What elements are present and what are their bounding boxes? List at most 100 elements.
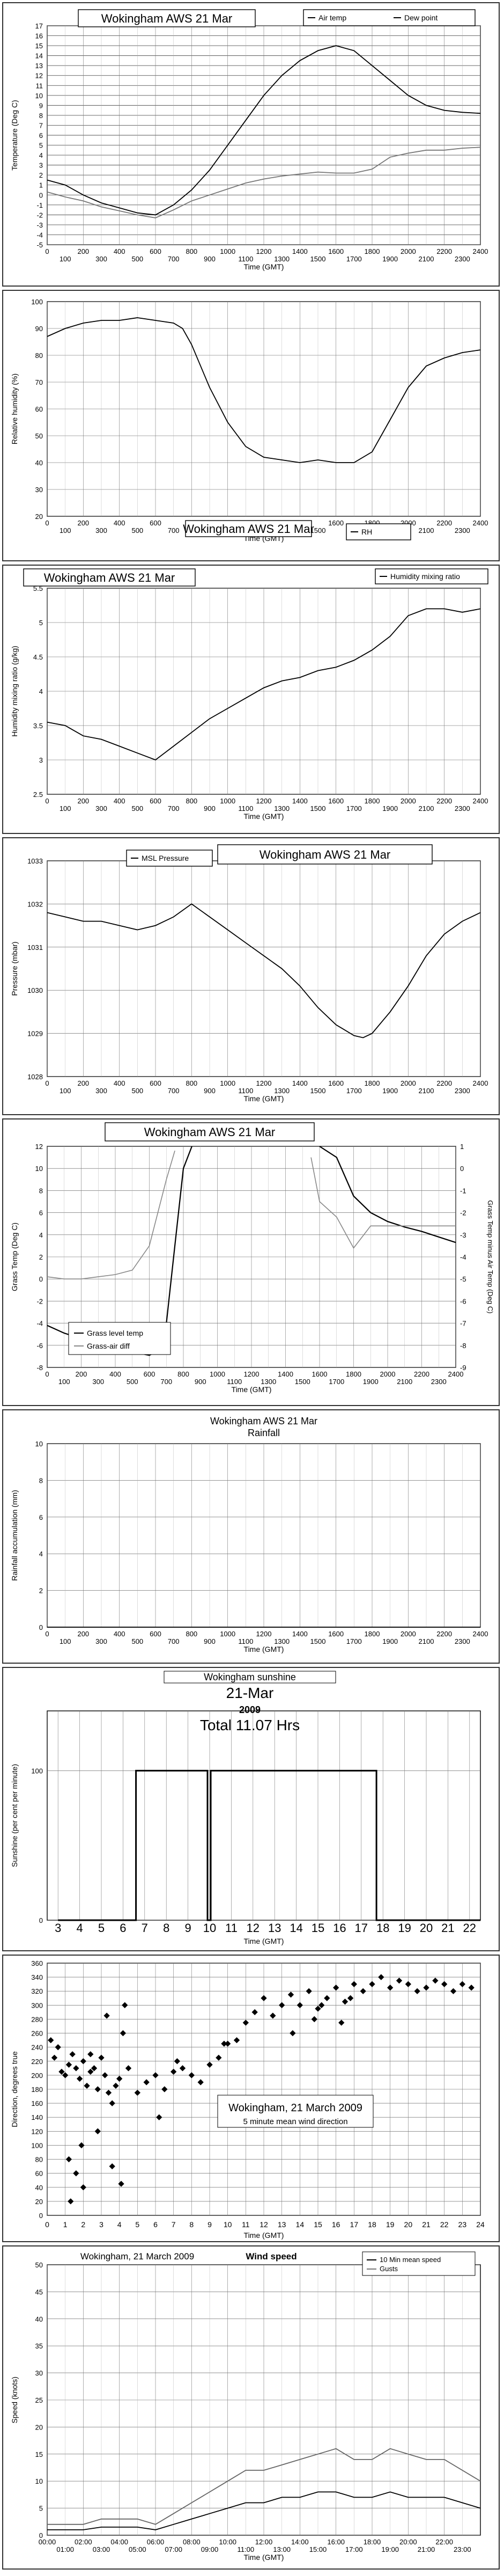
y2-tick-label: 1 [460,1143,464,1151]
y-tick-label: 20 [35,2423,43,2431]
x-tick-label: 300 [92,1378,104,1386]
title-box [164,1671,336,1684]
data-point [122,2002,128,2008]
x-tick-label: 800 [186,1630,197,1638]
y-tick-label: 5 [39,619,43,627]
x-tick-label: 1100 [238,804,253,813]
y-axis-label: Grass Temp (Deg C) [10,1223,19,1291]
x-tick-label: 8 [189,2220,194,2229]
x-tick-label: 22 [463,1921,476,1935]
x-tick-label: 100 [60,1637,71,1645]
x-tick-label: 21 [441,1921,454,1935]
series-line [47,317,481,463]
data-point [225,2040,231,2047]
data-point [174,2058,181,2065]
x-tick-label: 0 [45,2220,49,2229]
chart-svg: 2.5 3 3.5 4 4.5 5 5.5 0 200 400 600 800 1000 1200 1400… [10,568,488,821]
data-point [84,2082,90,2089]
y-tick-label: 0 [39,2531,43,2540]
x-tick-label: 1500 [310,1637,326,1645]
plot-frame [47,1710,481,1921]
x-tick-label: 2100 [419,255,434,263]
series-line [58,1769,480,1921]
x-tick-label: 2300 [455,526,470,535]
data-point [351,1981,357,1987]
legend-label: Grass level temp [87,1329,143,1337]
x-tick-label: 8 [163,1921,169,1935]
y-tick-label: -5 [36,241,43,249]
data-point [65,2156,72,2163]
x-tick-label: 1 [63,2220,68,2229]
y-tick-label: 1 [39,181,43,189]
x-tick-label: 800 [186,1079,197,1087]
y-tick-label: 100 [31,2141,43,2149]
y-tick-label: -3 [36,221,43,229]
chart-rh: 2030405060708090100020040060080010001200… [2,290,500,561]
legend-label: 10 Min mean speed [380,2256,441,2264]
x-tick-label: 19 [386,2220,395,2229]
x-tick-label: 01:00 [56,2545,74,2553]
x-tick-label: 04:00 [110,2538,128,2546]
y-tick-label: 35 [35,2342,43,2350]
x-axis-label: Time (GMT) [244,1937,284,1945]
chart-title: Wokingham AWS 21 Mar [260,848,391,861]
y-tick-label: 10 [35,1440,43,1448]
x-tick-label: 1600 [328,247,344,255]
data-point [87,2051,94,2058]
y-tick-label: 120 [31,2127,43,2135]
y-tick-label: 5.5 [33,584,43,592]
x-tick-label: 400 [114,519,125,527]
y-tick-label: 3.5 [33,722,43,730]
data-point [279,2002,285,2008]
data-point [73,2170,79,2177]
title-box [185,520,312,537]
x-tick-label: 1500 [295,1378,310,1386]
y-tick-label: 0 [39,2212,43,2220]
data-point [459,1981,465,1987]
y-tick-label: 16 [35,32,43,40]
title-box [217,2095,374,2128]
x-tick-label: 21:00 [418,2545,435,2553]
x-tick-label: 1200 [256,1630,272,1638]
legend-label: Dew point [404,13,438,22]
data-point [120,2030,127,2037]
x-tick-label: 00:00 [39,2538,56,2546]
data-point [62,2072,69,2079]
x-tick-label: 7 [172,2220,176,2229]
x-tick-label: 600 [150,797,161,805]
x-tick-label: 1200 [244,1370,260,1378]
x-tick-label: 700 [168,804,180,813]
y2-axis-label: Grass Temp minus Air Temp (Deg C) [486,1200,494,1313]
y-tick-label: 10 [35,92,43,100]
x-tick-label: 16 [333,1921,346,1935]
y-tick-label: -4 [36,1320,43,1328]
y-tick-label: 8 [39,1187,43,1195]
y-tick-label: 260 [31,2030,43,2038]
x-tick-label: 08:00 [183,2538,201,2546]
data-point [188,2072,195,2079]
x-tick-label: 16 [332,2220,340,2229]
y2-tick-label: -5 [460,1275,466,1283]
y2-tick-label: -3 [460,1231,466,1239]
x-tick-label: 1000 [210,1370,225,1378]
x-tick-label: 800 [177,1370,189,1378]
x-tick-label: 300 [95,1087,107,1095]
x-tick-label: 18 [376,1921,389,1935]
x-tick-label: 1700 [329,1378,344,1386]
x-tick-label: 11 [225,1921,238,1935]
x-tick-label: 400 [114,247,125,255]
chart-mixing-ratio: 2.5 3 3.5 4 4.5 5 5.5 0 200 400 600 800 1000 1200 1400… [2,565,500,834]
y-tick-label: 200 [31,2072,43,2080]
y-axis-label: Speed (knots) [10,2376,19,2423]
legend-box [375,568,488,584]
series-line [47,147,481,218]
series-line [319,1146,456,1243]
y-tick-label: 2 [39,171,43,179]
x-tick-label: 1900 [382,1637,398,1645]
chart-title: Wokingham sunshine [204,1672,296,1682]
y2-tick-label: -7 [460,1320,466,1328]
chart-title: Wokingham, 21 March 2009 [228,2102,362,2114]
x-tick-label: 1100 [238,1637,253,1645]
chart-subtitle: Rainfall [248,1428,280,1438]
